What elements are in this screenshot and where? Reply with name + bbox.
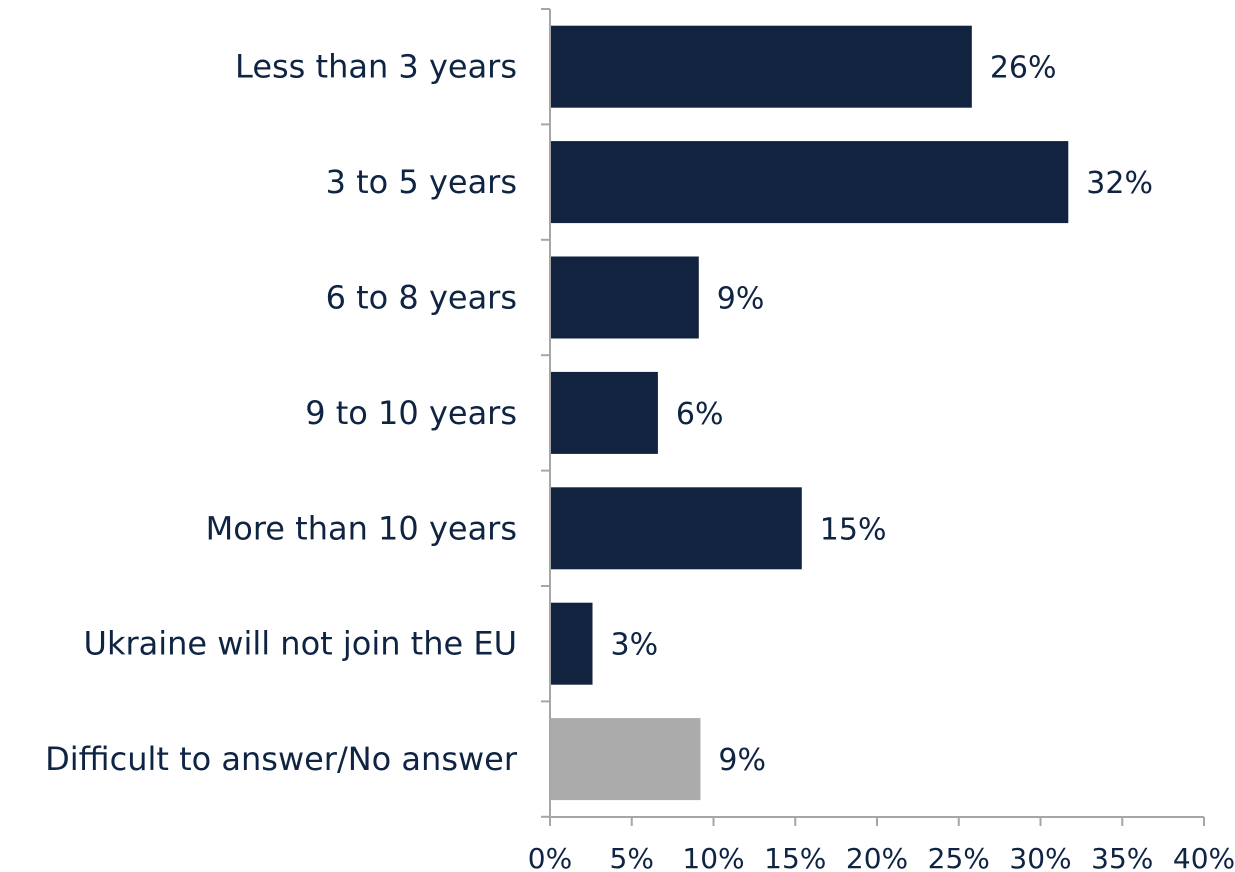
x-tick-label-1: 5%	[610, 842, 654, 872]
category-label-6: Difficult to answer/No answer	[45, 740, 518, 778]
bar-5	[550, 602, 593, 685]
category-label-1: 3 to 5 years	[326, 163, 517, 201]
bar-1	[550, 141, 1069, 224]
bar-3	[550, 371, 658, 454]
category-label-4: More than 10 years	[206, 509, 517, 547]
value-label-2: 9%	[717, 282, 765, 317]
x-tick-label-7: 35%	[1091, 842, 1153, 872]
bar-4	[550, 487, 802, 570]
bars-group	[550, 25, 1069, 801]
x-tick-label-0: 0%	[528, 842, 572, 872]
bar-6	[550, 718, 701, 801]
x-tick-label-3: 15%	[764, 842, 826, 872]
category-label-0: Less than 3 years	[235, 48, 517, 86]
bar-2	[550, 256, 699, 339]
category-label-3: 9 to 10 years	[305, 394, 517, 432]
bar-0	[550, 25, 972, 108]
x-tick-label-6: 30%	[1009, 842, 1071, 872]
value-label-5: 3%	[611, 628, 659, 663]
x-tick-label-4: 20%	[846, 842, 908, 872]
value-label-6: 9%	[718, 743, 766, 778]
value-label-4: 15%	[820, 512, 887, 547]
category-label-5: Ukraine will not join the EU	[84, 625, 517, 663]
x-tick-label-2: 10%	[682, 842, 744, 872]
x-tick-label-8: 40%	[1173, 842, 1235, 872]
value-label-1: 32%	[1086, 166, 1153, 201]
value-label-3: 6%	[676, 397, 724, 432]
category-label-2: 6 to 8 years	[326, 279, 517, 317]
x-tick-label-5: 25%	[928, 842, 990, 872]
axes-group	[541, 8, 1205, 826]
labels-group: 26% Less than 3 years 32% 3 to 5 years 9% 6 t…	[45, 48, 1235, 872]
value-label-0: 26%	[990, 51, 1057, 86]
